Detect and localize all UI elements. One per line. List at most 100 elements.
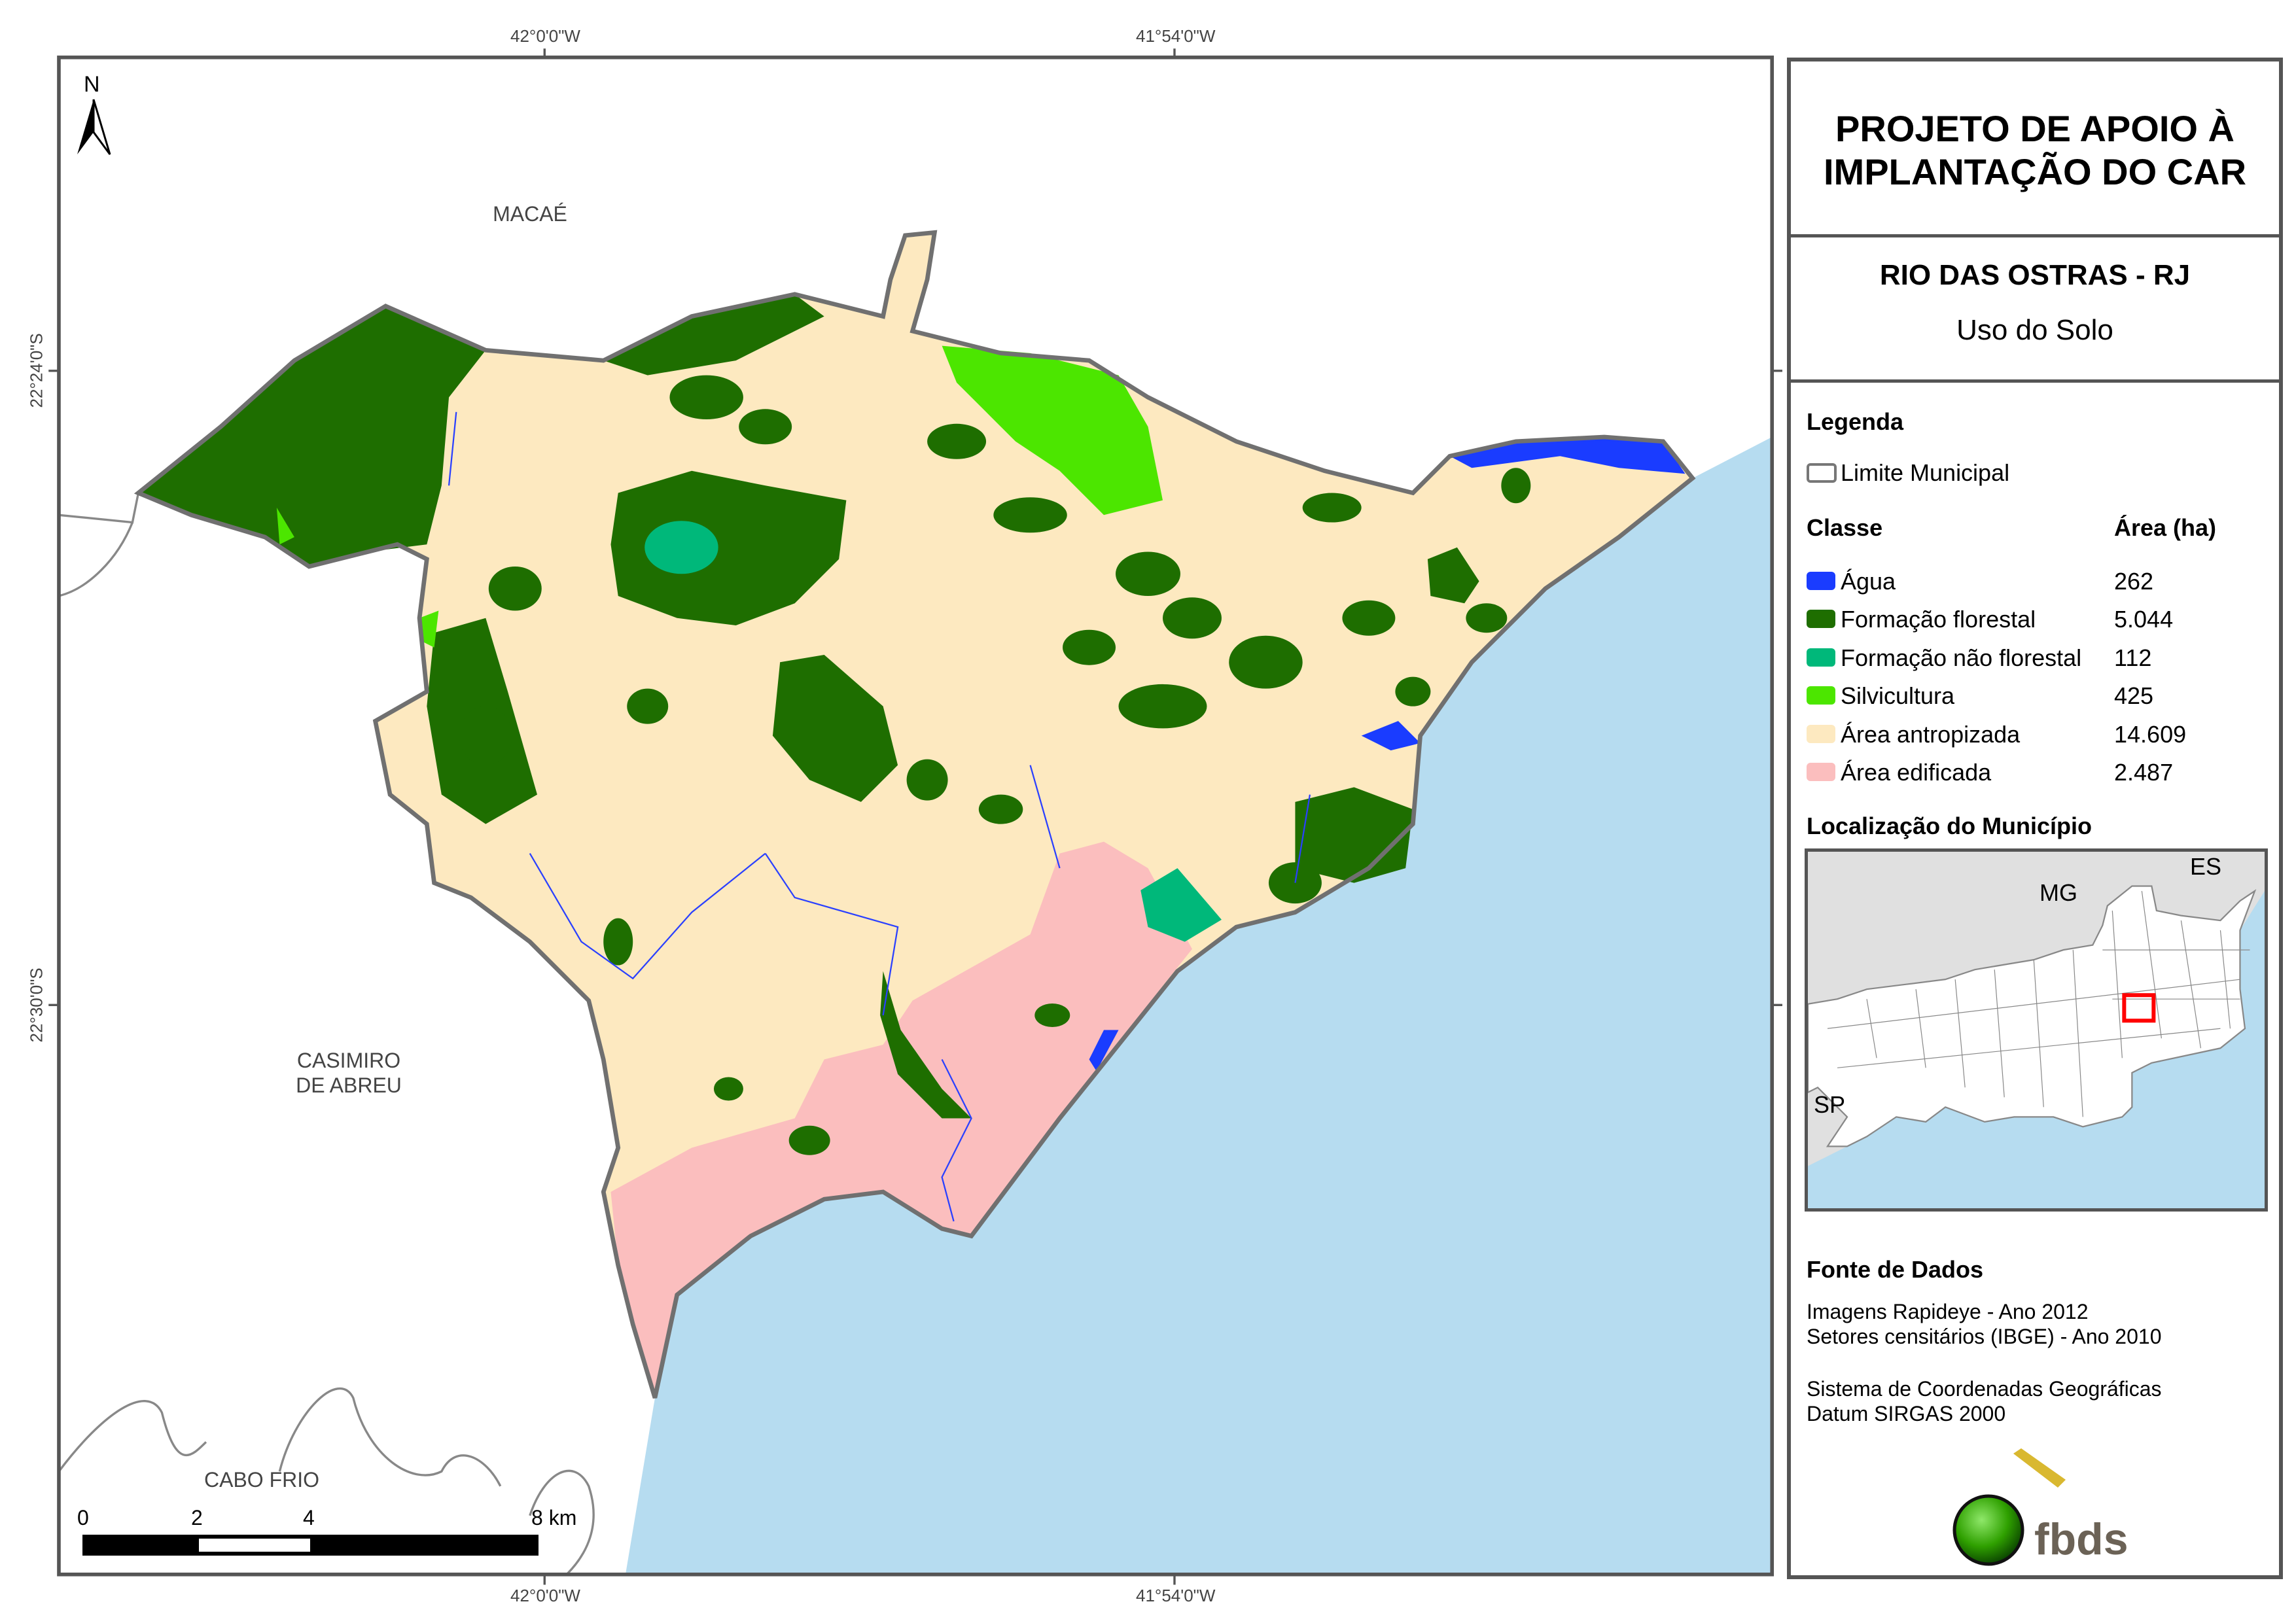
scale-label-8km: 8 km [531, 1506, 577, 1529]
forest-patch [788, 1125, 830, 1155]
water-body [1089, 1030, 1119, 1072]
place-label-casimiro-1: CASIMIRO [296, 1049, 401, 1072]
rj-state-shape [1808, 885, 2257, 1147]
inset-label-mg: MG [2040, 879, 2077, 906]
forest-patch [1034, 1003, 1070, 1028]
class-label: Silvicultura [1841, 682, 1955, 709]
place-label-macae: MACAÉ [493, 202, 567, 226]
neighbour-boundary [58, 493, 140, 597]
north-label: N [84, 72, 100, 97]
legend-class-row: Formação florestal 5.044 [1807, 606, 2265, 633]
forest-patch [1063, 629, 1116, 665]
legend-class-row: Formação não florestal 112 [1807, 644, 2265, 671]
forest-patch [978, 794, 1023, 824]
sources-title: Fonte de Dados [1807, 1256, 1984, 1283]
forest-patch [1427, 547, 1479, 604]
legend-class-row: Área edificada 2.487 [1807, 759, 2265, 786]
forest-patch [927, 423, 987, 459]
forest-patch [610, 470, 847, 625]
forest-patch [138, 305, 486, 567]
area-antropizada [138, 232, 1693, 1398]
water-body [1361, 721, 1421, 751]
area-header: Área (ha) [2114, 514, 2217, 541]
location-inset-map [1805, 848, 2268, 1212]
class-swatch [1807, 763, 1835, 781]
theme-title: Uso do Solo [1956, 314, 2113, 346]
class-area: 112 [2114, 644, 2152, 671]
forest-patch [880, 971, 972, 1119]
location-title: Localização do Município [1807, 812, 2093, 839]
forest-patch [772, 654, 898, 802]
class-area: 2.487 [2114, 759, 2174, 786]
forest-patch [488, 566, 542, 611]
forest-patch [1466, 603, 1508, 633]
formacao-nao-florestal-patch [1140, 868, 1222, 942]
class-swatch [1807, 572, 1835, 590]
fbds-logo: fbds [1948, 1448, 2144, 1566]
formacao-nao-florestal-patch [645, 521, 718, 574]
boundary-label: Limite Municipal [1841, 459, 2010, 486]
forest-patch [1229, 635, 1303, 689]
class-swatch [1807, 725, 1835, 743]
class-area: 14.609 [2114, 721, 2187, 748]
class-label: Área edificada [1841, 759, 1992, 786]
class-label: Área antropizada [1841, 721, 2021, 748]
ocean [625, 437, 1773, 1575]
forest-patch [1342, 600, 1396, 636]
class-area: 262 [2114, 568, 2154, 595]
scale-bar [82, 1535, 539, 1556]
class-area: 425 [2114, 682, 2154, 709]
forest-patch [1302, 493, 1362, 523]
coord-lon-4154-top: 41°54'0"W [1136, 26, 1216, 46]
forest-patch [1501, 468, 1531, 504]
river [448, 411, 1311, 1222]
class-label: Formação florestal [1841, 606, 2036, 633]
class-label: Formação não florestal [1841, 644, 2082, 671]
location-highlight-box [2122, 993, 2156, 1023]
map-frame [57, 55, 1775, 1577]
class-area: 5.044 [2114, 606, 2174, 633]
legend-class-row: Área antropizada 14.609 [1807, 721, 2265, 748]
logo-text: fbds [2034, 1514, 2128, 1564]
inset-label-sp: SP [1814, 1091, 1846, 1118]
silvicultura-patch [419, 610, 439, 648]
forest-patch [993, 497, 1067, 533]
source-line-3: Sistema de Coordenadas Geográficas [1807, 1377, 2162, 1401]
logo-icon [1952, 1448, 2066, 1566]
divider [1791, 234, 2279, 237]
area-edificada [610, 841, 1192, 1398]
scale-label-2: 2 [191, 1506, 203, 1529]
legend-class-row: Água 262 [1807, 568, 2265, 595]
source-line-1: Imagens Rapideye - Ano 2012 [1807, 1300, 2089, 1323]
boundary-swatch [1807, 463, 1837, 483]
silvicultura-patch [942, 345, 1163, 515]
place-label-casimiro-2: DE ABREU [296, 1073, 402, 1097]
title-line-2: IMPLANTAÇÃO DO CAR [1823, 151, 2247, 192]
source-line-4: Datum SIRGAS 2000 [1807, 1402, 2006, 1425]
coord-lon-42-top: 42°0'0"W [510, 26, 580, 46]
forest-patch [459, 706, 512, 765]
forest-patch [627, 688, 669, 724]
class-label: Água [1841, 568, 1896, 595]
class-swatch [1807, 686, 1835, 705]
class-swatch [1807, 610, 1835, 628]
silvicultura-patch [276, 508, 294, 545]
forest-patch [1162, 597, 1222, 639]
water-lagoon [1449, 437, 1686, 474]
scale-label-0: 0 [77, 1506, 89, 1529]
inset-label-es: ES [2190, 853, 2222, 880]
forest-patch [713, 1077, 743, 1101]
source-line-2: Setores censitários (IBGE) - Ano 2010 [1807, 1325, 2162, 1348]
municipal-boundary [133, 230, 1696, 1399]
municipality-title: RIO DAS OSTRAS - RJ [1879, 259, 2191, 291]
class-swatch [1807, 648, 1835, 667]
forest-patch [603, 294, 824, 375]
title-line-1: PROJETO DE APOIO À [1835, 108, 2234, 149]
scale-label-4: 4 [303, 1506, 315, 1529]
forest-patch [739, 409, 792, 445]
forest-patch [603, 918, 633, 966]
forest-patch [669, 375, 743, 420]
forest-patch [906, 759, 948, 801]
coord-lat-2224: 22°24'0"S [26, 333, 46, 408]
